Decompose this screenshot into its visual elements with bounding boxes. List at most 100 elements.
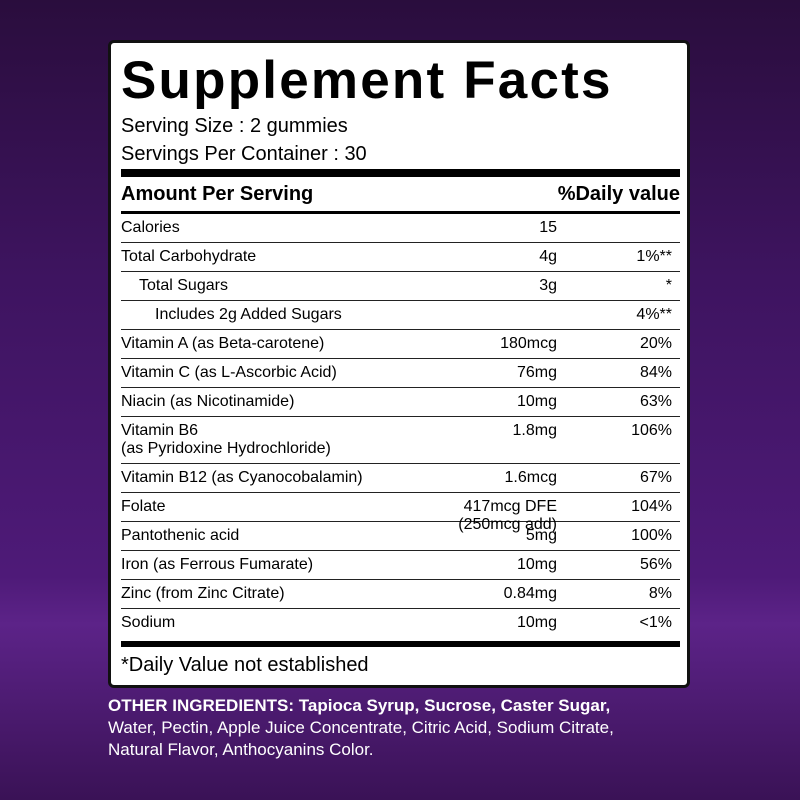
header-daily-value: %Daily value [557,183,680,205]
footnote: *Daily Value not established [121,654,369,676]
nutrient-row: Iron (as Ferrous Fumarate) 10mg 56% [121,551,680,580]
name-line: Vitamin A (as Beta-carotene) [121,335,325,352]
nutrient-row: Niacin (as Nicotinamide) 10mg 63% [121,388,680,417]
amount: 10mg [517,556,557,574]
supplement-facts-panel: Supplement Facts Serving Size : 2 gummie… [108,40,690,688]
nutrient-name: Sodium [121,614,680,632]
title: Supplement Facts [121,51,613,110]
ingredients-bold: Tapioca Syrup, Sucrose, Caster Sugar, [298,696,611,715]
name-line: (as Pyridoxine Hydrochloride) [121,440,331,457]
amount-line: 10mg [516,614,557,631]
name-line: Total Carbohydrate [121,248,257,265]
name-line: Sodium [121,614,176,631]
nutrient-row: Vitamin B12 (as Cyanocobalamin) 1.6mcg 67% [121,464,680,493]
nutrient-row: Pantothenic acid 5mg 100% [121,522,680,551]
name-line: Total Sugars [139,277,228,294]
amount-line: 417mcg DFE [463,498,557,515]
rule [121,211,680,214]
amount-line: 0.84mg [503,585,557,602]
nutrient-name: Includes 2g Added Sugars [121,306,680,324]
name-line: Includes 2g Added Sugars [155,306,342,323]
nutrient-name: Pantothenic acid [121,527,680,545]
daily-value: 63% [639,393,672,410]
daily-value: 20% [639,335,672,352]
name-line: Vitamin B12 (as Cyanocobalamin) [121,469,363,486]
nutrient-row: Sodium 10mg <1% [121,609,680,637]
nutrient-row: Total Sugars 3g * [121,272,680,301]
nutrient-name: Total Sugars [121,277,680,295]
amount: 10mg [517,393,557,411]
amount-line: 15 [539,219,557,236]
nutrient-name: Vitamin A (as Beta-carotene) [121,335,680,353]
nutrient-name: Iron (as Ferrous Fumarate) [121,556,680,574]
amount: 3g [539,277,557,295]
nutrient-row: Vitamin C (as L-Ascorbic Acid) 76mg 84% [121,359,680,388]
amount-line: 76mg [516,364,557,381]
nutrient-row: Vitamin B6 (as Pyridoxine Hydrochloride) 1… [121,417,680,464]
name-line: Vitamin C (as L-Ascorbic Acid) [121,364,337,381]
amount-line: 180mcg [500,335,557,352]
daily-value: 84% [639,364,672,381]
name-line: Calories [121,219,180,236]
amount: 180mcg [500,335,557,353]
nutrient-name: Vitamin B12 (as Cyanocobalamin) [121,469,680,487]
daily-value: 8% [648,585,672,602]
name-line: Iron (as Ferrous Fumarate) [121,556,314,573]
nutrient-name: Total Carbohydrate [121,248,680,266]
thick-rule [121,641,680,647]
amount-line: 4g [539,248,557,265]
other-ingredients: OTHER INGREDIENTS: Tapioca Syrup, Sucros… [108,695,648,761]
nutrient-row: Vitamin A (as Beta-carotene) 180mcg 20% [121,330,680,359]
nutrient-rows: Calories 15 Total Carbohydrate 4g 1%** Total … [121,214,680,637]
thick-rule [121,169,680,177]
name-line: Niacin (as Nicotinamide) [121,393,295,410]
daily-value: 4%** [636,306,672,323]
amount-line: 10mg [516,556,557,573]
table-header: Amount Per Serving %Daily value [121,179,680,211]
name-line: Zinc (from Zinc Citrate) [121,585,285,602]
nutrient-name: Vitamin C (as L-Ascorbic Acid) [121,364,680,382]
amount: 0.84mg [504,585,557,603]
amount: 417mcg DFE (250mcg add) [458,498,557,534]
name-line: Folate [121,498,166,515]
amount: 1.6mcg [505,469,557,487]
amount: 10mg [517,614,557,632]
amount-line: 5mg [525,527,557,544]
nutrient-name: Calories [121,219,680,237]
nutrient-row: Includes 2g Added Sugars 4%** [121,301,680,330]
daily-value: 106% [631,422,672,439]
daily-value: <1% [639,614,672,631]
amount: 5mg [526,527,557,545]
nutrient-name: Niacin (as Nicotinamide) [121,393,680,411]
servings-per-container: Servings Per Container : 30 [121,143,367,165]
daily-value: 56% [639,556,672,573]
ingredients-label: OTHER INGREDIENTS: [108,696,295,715]
nutrient-row: Zinc (from Zinc Citrate) 0.84mg 8% [121,580,680,609]
name-line: Vitamin B6 [121,422,199,439]
amount: 15 [539,219,557,237]
amount: 76mg [517,364,557,382]
amount: 4g [539,248,557,266]
daily-value: 1%** [636,248,672,265]
ingredients-text: Water, Pectin, Apple Juice Concentrate, … [108,718,614,759]
header-amount: Amount Per Serving [121,183,314,205]
amount-line: 1.6mcg [504,469,557,486]
amount-line: 10mg [516,393,557,410]
nutrient-name: Zinc (from Zinc Citrate) [121,585,680,603]
daily-value: * [665,277,672,294]
nutrient-row: Calories 15 [121,214,680,243]
nutrient-row: Total Carbohydrate 4g 1%** [121,243,680,272]
amount-line: 1.8mg [512,422,557,439]
name-line: Pantothenic acid [121,527,240,544]
daily-value: 100% [631,527,672,544]
daily-value: 67% [639,469,672,486]
amount: 1.8mg [513,422,557,440]
serving-size: Serving Size : 2 gummies [121,115,348,137]
amount-line: 3g [539,277,557,294]
amount-line: (250mcg add) [458,516,557,533]
nutrient-row: Folate 417mcg DFE (250mcg add) 104% [121,493,680,533]
nutrient-name: Folate [121,498,680,516]
daily-value: 104% [631,498,672,515]
nutrient-name: Vitamin B6 (as Pyridoxine Hydrochloride) [121,422,680,458]
